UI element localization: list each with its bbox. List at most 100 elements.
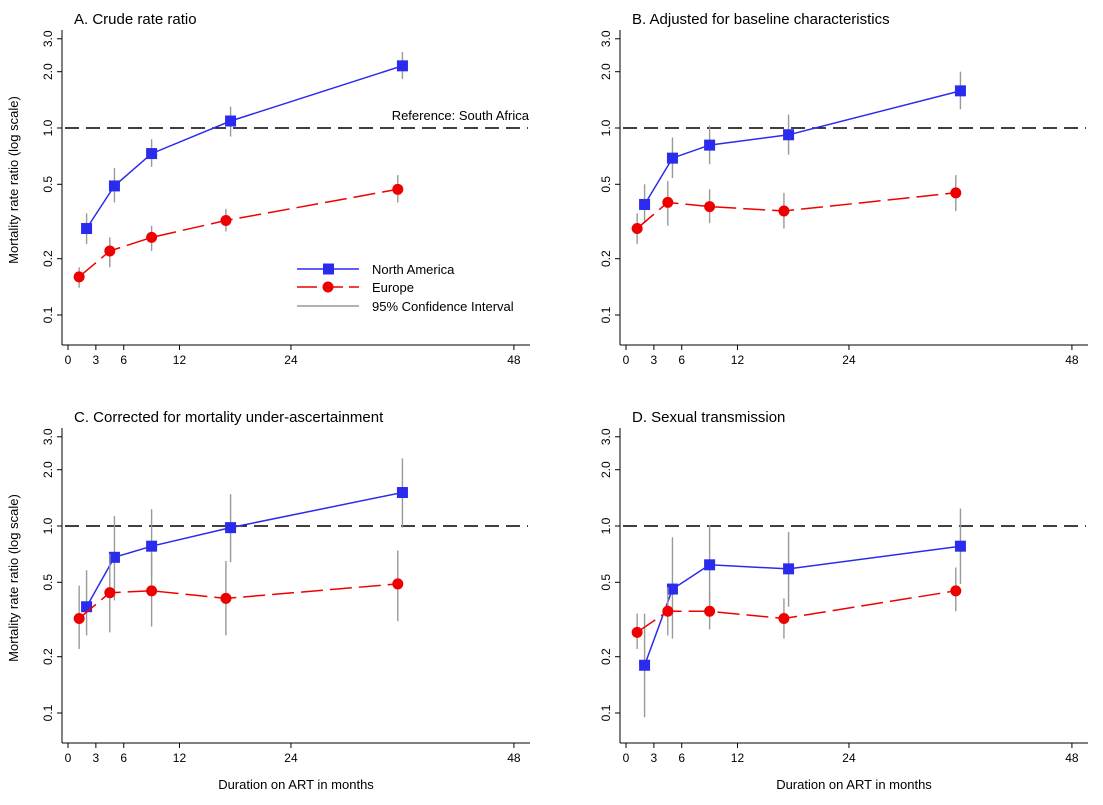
- panel-title: A. Crude rate ratio: [74, 11, 197, 28]
- europe-point: [778, 205, 790, 217]
- y-tick-label: 0.5: [599, 176, 613, 193]
- europe-line: [78, 188, 398, 278]
- y-tick-label: 0.1: [41, 306, 55, 323]
- x-tick-label: 6: [678, 751, 685, 765]
- europe-point: [778, 613, 790, 625]
- y-tick-label: 3.0: [599, 428, 613, 445]
- y-tick-label: 3.0: [41, 428, 55, 445]
- europe-point: [662, 605, 674, 617]
- north-america-point: [396, 60, 408, 72]
- europe-point: [392, 183, 404, 195]
- y-tick-label: 0.2: [599, 250, 613, 267]
- x-tick-label: 3: [93, 751, 100, 765]
- europe-point: [220, 215, 232, 227]
- europe-point: [631, 626, 643, 638]
- north-america-point: [146, 540, 158, 552]
- x-tick-label: 0: [65, 751, 72, 765]
- x-tick-label: 48: [507, 353, 521, 367]
- y-tick-label: 3.0: [599, 30, 613, 47]
- chart-panel: C. Corrected for mortality under-ascerta…: [6, 409, 530, 792]
- legend-label: Europe: [372, 280, 414, 295]
- chart-panel: B. Adjusted for baseline characteristics…: [599, 11, 1088, 367]
- x-tick-label: 24: [842, 751, 856, 765]
- north-america-line: [85, 65, 403, 229]
- north-america-point: [225, 115, 237, 127]
- y-tick-label: 0.1: [41, 704, 55, 721]
- europe-point: [631, 223, 643, 235]
- x-tick-label: 6: [120, 751, 127, 765]
- europe-point: [704, 201, 716, 213]
- x-tick-label: 0: [623, 353, 630, 367]
- y-tick-label: 0.2: [41, 648, 55, 665]
- x-axis-label: Duration on ART in months: [776, 777, 932, 792]
- x-tick-label: 48: [1065, 751, 1079, 765]
- north-america-line: [643, 545, 961, 666]
- north-america-point: [954, 85, 966, 97]
- y-tick-label: 0.1: [599, 704, 613, 721]
- legend: North America Europe 95% Confidence Interv…: [297, 262, 514, 314]
- north-america-point: [704, 139, 716, 151]
- legend-label: 95% Confidence Interval: [372, 299, 514, 314]
- y-tick-label: 2.0: [599, 461, 613, 478]
- y-tick-label: 0.2: [599, 648, 613, 665]
- panel-title: C. Corrected for mortality under-ascerta…: [74, 409, 384, 426]
- x-tick-label: 12: [731, 353, 745, 367]
- north-america-point: [108, 180, 120, 192]
- europe-point: [104, 245, 116, 257]
- europe-line: [636, 192, 956, 230]
- north-america-point: [81, 601, 93, 613]
- y-tick-label: 2.0: [599, 63, 613, 80]
- x-tick-label: 48: [507, 751, 521, 765]
- x-tick-label: 12: [731, 751, 745, 765]
- y-tick-label: 2.0: [41, 461, 55, 478]
- panel-title: D. Sexual transmission: [632, 409, 785, 426]
- europe-point: [704, 605, 716, 617]
- north-america-point: [225, 522, 237, 534]
- y-tick-label: 1.0: [599, 517, 613, 534]
- europe-point: [662, 196, 674, 208]
- y-axis-label: Mortality rate ratio (log scale): [6, 494, 21, 662]
- x-tick-label: 24: [284, 751, 298, 765]
- y-tick-label: 0.1: [599, 306, 613, 323]
- legend-square-marker: [323, 263, 334, 275]
- panel-title: B. Adjusted for baseline characteristics: [632, 11, 890, 28]
- x-tick-label: 48: [1065, 353, 1079, 367]
- reference-label: Reference: South Africa: [392, 108, 530, 123]
- north-america-point: [146, 148, 158, 160]
- north-america-point: [639, 198, 651, 210]
- x-tick-label: 3: [93, 353, 100, 367]
- x-tick-label: 12: [173, 751, 187, 765]
- y-axis-label: Mortality rate ratio (log scale): [6, 96, 21, 264]
- north-america-point: [108, 551, 120, 563]
- x-tick-label: 6: [120, 353, 127, 367]
- x-tick-label: 6: [678, 353, 685, 367]
- y-tick-label: 0.2: [41, 250, 55, 267]
- north-america-point: [783, 129, 795, 141]
- x-tick-label: 24: [284, 353, 298, 367]
- north-america-point: [639, 659, 651, 671]
- north-america-point: [81, 223, 93, 235]
- legend-circle-marker: [322, 281, 334, 293]
- north-america-point: [666, 152, 678, 164]
- north-america-point: [954, 540, 966, 552]
- europe-point: [146, 585, 158, 597]
- europe-point: [73, 271, 85, 283]
- x-tick-label: 24: [842, 353, 856, 367]
- y-tick-label: 0.5: [599, 574, 613, 591]
- north-america-point: [704, 559, 716, 571]
- europe-point: [392, 578, 404, 590]
- europe-point: [950, 585, 962, 597]
- north-america-line: [643, 90, 961, 205]
- x-axis-label: Duration on ART in months: [218, 777, 374, 792]
- europe-point: [73, 613, 85, 625]
- north-america-point: [396, 487, 408, 499]
- europe-point: [104, 587, 116, 599]
- x-tick-label: 0: [65, 353, 72, 367]
- chart-panel: A. Crude rate ratio 0.1 0.2 0.5 1.0 2.0 3.0 Mor…: [6, 11, 530, 367]
- chart-panel: D. Sexual transmission 0.1 0.2 0.5 1.0 2.0 3.0…: [599, 409, 1088, 792]
- x-tick-label: 3: [651, 751, 658, 765]
- north-america-point: [783, 563, 795, 575]
- legend-label: North America: [372, 262, 455, 277]
